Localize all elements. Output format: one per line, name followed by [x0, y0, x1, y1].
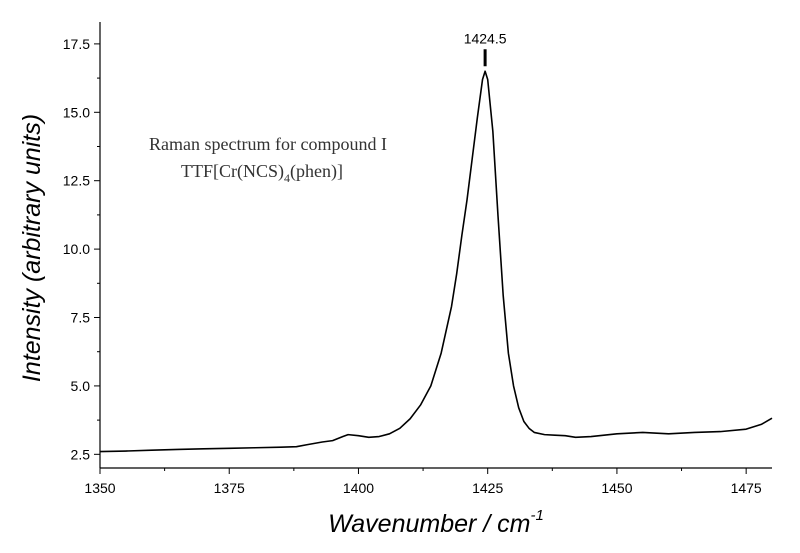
x-tick-label: 1475 [731, 480, 762, 496]
annotation-line-2-subscript: 4 [284, 171, 290, 185]
x-tick-label: 1350 [84, 480, 115, 496]
ticks [94, 43, 747, 474]
x-axis-title: Wavenumber / cm-1 [328, 507, 544, 538]
x-axis-title-text: Wavenumber / cm [328, 510, 530, 538]
x-tick-label: 1375 [214, 480, 245, 496]
y-tick-label: 15.0 [63, 104, 90, 120]
annotation-line-1: Raman spectrum for compound I [149, 134, 387, 154]
peak-label: 1424.5 [464, 30, 507, 46]
x-axis-title-superscript: -1 [531, 507, 544, 524]
y-tick-label: 10.0 [63, 241, 90, 257]
axes [99, 22, 772, 469]
annotation-line-2-prefix: TTF[Cr(NCS) [181, 161, 284, 182]
x-tick-label: 1450 [601, 480, 632, 496]
y-tick-label: 17.5 [63, 36, 90, 52]
x-tick-label: 1425 [472, 480, 503, 496]
y-axis-title: Intensity (arbitrary units) [18, 114, 46, 382]
y-tick-label: 12.5 [63, 173, 90, 189]
y-tick-label: 5.0 [71, 378, 91, 394]
y-tick-label: 7.5 [71, 310, 91, 326]
x-tick-label: 1400 [343, 480, 374, 496]
spectrum-series-line [99, 70, 773, 453]
y-tick-label: 2.5 [71, 446, 91, 462]
annotation-line-2: TTF[Cr(NCS)4(phen)] [181, 161, 343, 185]
annotation-line-2-suffix: (phen)] [290, 161, 343, 182]
tick-labels: 1350 1375 1400 1425 1450 1475 2.5 5.0 7.5 10.0 12.… [63, 36, 762, 496]
